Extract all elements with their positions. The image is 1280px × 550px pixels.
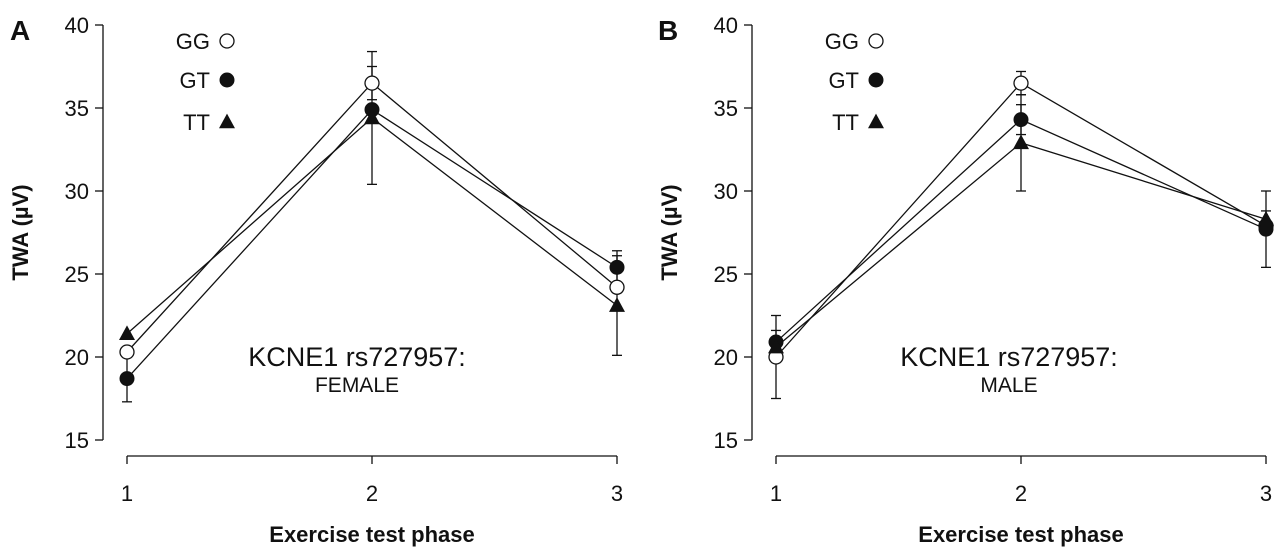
y-tick-label: 30 <box>65 179 89 204</box>
y-tick-label: 15 <box>714 428 738 453</box>
legend-label-gg: GG <box>176 29 210 54</box>
y-tick-label: 25 <box>65 262 89 287</box>
data-point-gt <box>119 371 135 387</box>
legend-label-gt: GT <box>179 68 210 93</box>
x-tick-label: 2 <box>1015 481 1027 506</box>
data-point-gg <box>119 344 135 360</box>
legend-marker-tt <box>868 113 884 129</box>
legend-marker-gt <box>868 72 884 88</box>
y-tick-label: 40 <box>714 13 738 38</box>
data-point-gg <box>364 75 380 91</box>
annotation-gene: KCNE1 rs727957: <box>900 342 1118 372</box>
y-tick-label: 40 <box>65 13 89 38</box>
y-tick-label: 35 <box>714 96 738 121</box>
x-tick-label: 3 <box>1260 481 1272 506</box>
y-tick-label: 25 <box>714 262 738 287</box>
data-point-tt <box>1258 210 1274 226</box>
y-tick-label: 35 <box>65 96 89 121</box>
data-point-gg <box>609 279 625 295</box>
x-axis-label: Exercise test phase <box>269 522 474 547</box>
legend-label-gg: GG <box>825 29 859 54</box>
y-tick-label: 15 <box>65 428 89 453</box>
x-axis-label: Exercise test phase <box>918 522 1123 547</box>
y-tick-label: 20 <box>714 345 738 370</box>
x-tick-label: 1 <box>770 481 782 506</box>
annotation-gene: KCNE1 rs727957: <box>248 342 466 372</box>
data-point-tt <box>609 297 625 312</box>
panel-label: A <box>10 15 30 46</box>
data-point-gt <box>609 259 625 275</box>
legend-label-tt: TT <box>183 110 210 135</box>
y-tick-label: 30 <box>714 179 738 204</box>
legend-label-gt: GT <box>828 68 859 93</box>
y-tick-label: 20 <box>65 345 89 370</box>
y-axis-label: TWA (µV) <box>8 184 33 280</box>
data-point-tt <box>119 325 135 341</box>
x-tick-label: 2 <box>366 481 378 506</box>
annotation-sex: FEMALE <box>315 374 399 397</box>
data-point-gg <box>1013 75 1029 91</box>
annotation-sex: MALE <box>980 374 1037 397</box>
legend-marker-gg <box>868 33 884 49</box>
y-axis-label: TWA (µV) <box>657 184 682 280</box>
legend-label-tt: TT <box>832 110 859 135</box>
data-point-tt <box>364 109 380 125</box>
x-tick-label: 3 <box>611 481 623 506</box>
legend-marker-gt <box>219 72 235 88</box>
panel-label: B <box>658 15 678 46</box>
data-point-gt <box>1013 112 1029 128</box>
x-tick-label: 1 <box>121 481 133 506</box>
data-point-tt <box>1013 134 1029 150</box>
data-point-tt <box>768 338 784 354</box>
legend-marker-gg <box>219 33 235 49</box>
legend-marker-tt <box>219 113 235 129</box>
